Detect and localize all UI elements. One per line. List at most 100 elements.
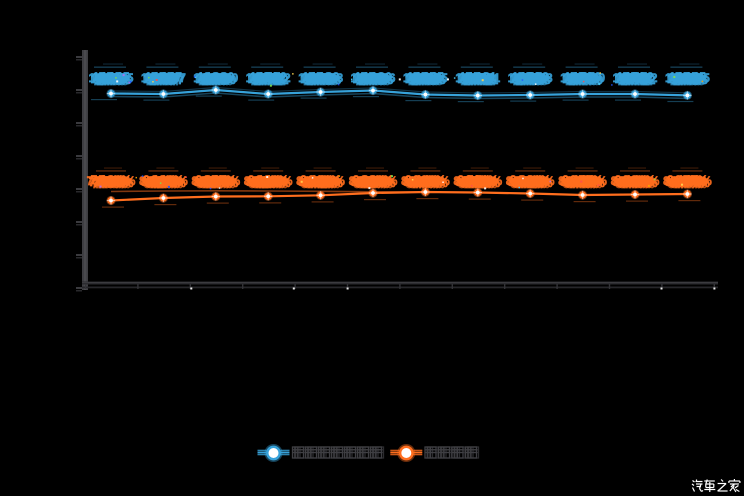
svg-text:7.96%: 7.96% <box>98 179 131 191</box>
svg-text:8.41%: 8.41% <box>307 179 340 191</box>
svg-text:17.72: 17.72 <box>258 72 287 84</box>
svg-text:17.85: 17.85 <box>411 76 440 88</box>
svg-text:8.46%: 8.46% <box>613 177 646 189</box>
svg-text:8.45%: 8.45% <box>566 176 599 188</box>
svg-text:17.65: 17.65 <box>677 72 706 84</box>
svg-text:17.98: 17.98 <box>308 74 337 86</box>
svg-text:18.00: 18.00 <box>207 75 236 87</box>
svg-text:17.98: 17.98 <box>309 76 338 88</box>
svg-text:7.96%: 7.96% <box>101 178 134 190</box>
svg-text:7.96%: 7.96% <box>89 177 122 189</box>
svg-text:8.19%: 8.19% <box>256 175 289 187</box>
svg-text:8.27%: 8.27% <box>202 179 235 191</box>
svg-text:17.85: 17.85 <box>409 75 438 87</box>
svg-text:17.72: 17.72 <box>619 75 648 87</box>
svg-text:17.72: 17.72 <box>262 73 291 85</box>
svg-text:8.29%: 8.29% <box>363 178 396 190</box>
svg-text:8.19%: 8.19% <box>252 176 285 188</box>
svg-text:17.65: 17.65 <box>676 76 705 88</box>
svg-text:17.72: 17.72 <box>256 74 285 86</box>
svg-text:17.87: 17.87 <box>153 72 182 84</box>
svg-text:17.58: 17.58 <box>516 76 545 88</box>
svg-text:8.47%: 8.47% <box>665 177 698 189</box>
svg-text:8.47%: 8.47% <box>663 176 696 188</box>
svg-text:18.00: 18.00 <box>199 75 228 87</box>
svg-text:17.98: 17.98 <box>312 75 341 87</box>
svg-text:8.19%: 8.19% <box>254 177 287 189</box>
svg-text:8.46%: 8.46% <box>619 179 652 191</box>
svg-text:7.96%: 7.96% <box>99 175 132 187</box>
svg-text:17.65: 17.65 <box>673 73 702 85</box>
svg-text:8.51%: 8.51% <box>453 176 486 188</box>
svg-text:17.65: 17.65 <box>665 73 694 85</box>
svg-text:8.46%: 8.46% <box>616 179 649 191</box>
svg-text:8.61%: 8.61% <box>516 177 549 189</box>
svg-text:17.70: 17.70 <box>570 74 599 86</box>
svg-text:17.65: 17.65 <box>673 76 702 88</box>
svg-text:8.49%: 8.49% <box>407 178 440 190</box>
svg-text:8.27%: 8.27% <box>197 178 230 190</box>
svg-text:8.19%: 8.19% <box>255 179 288 191</box>
svg-text:8.41%: 8.41% <box>300 175 333 187</box>
svg-text:8.61%: 8.61% <box>518 175 551 187</box>
svg-text:8.45%: 8.45% <box>560 177 593 189</box>
svg-text:8.47%: 8.47% <box>674 179 707 191</box>
svg-text:8.41%: 8.41% <box>304 179 337 191</box>
svg-text:8.46%: 8.46% <box>622 179 655 191</box>
svg-text:17.95: 17.95 <box>97 76 126 88</box>
svg-text:8.18%: 8.18% <box>147 176 180 188</box>
svg-text:17.96: 17.96 <box>355 72 384 84</box>
svg-text:8.18%: 8.18% <box>149 177 182 189</box>
svg-text:8.46%: 8.46% <box>611 176 644 188</box>
svg-text:17.65: 17.65 <box>671 75 700 87</box>
svg-text:17.95: 17.95 <box>93 72 122 84</box>
svg-text:8.41%: 8.41% <box>308 175 341 187</box>
svg-text:8.46%: 8.46% <box>615 175 648 187</box>
svg-text:8.61%: 8.61% <box>514 179 547 191</box>
svg-text:18.00: 18.00 <box>201 76 230 88</box>
svg-text:8.27%: 8.27% <box>195 175 228 187</box>
svg-text:17.70: 17.70 <box>560 73 589 85</box>
svg-text:17.72: 17.72 <box>251 76 280 88</box>
svg-text:8.49%: 8.49% <box>409 179 442 191</box>
svg-text:17.58: 17.58 <box>508 73 537 85</box>
svg-text:17.85: 17.85 <box>405 74 434 86</box>
svg-text:17.72: 17.72 <box>252 75 281 87</box>
svg-text:17.85: 17.85 <box>414 76 443 88</box>
svg-text:8.61%: 8.61% <box>517 179 550 191</box>
svg-text:17.58: 17.58 <box>522 75 551 87</box>
svg-text:17.72: 17.72 <box>254 73 283 85</box>
svg-text:8.49%: 8.49% <box>412 179 445 191</box>
svg-text:8.46%: 8.46% <box>627 176 660 188</box>
svg-text:17.95: 17.95 <box>94 76 123 88</box>
svg-text:7.96%: 7.96% <box>87 176 120 188</box>
svg-text:17.98: 17.98 <box>310 72 339 84</box>
svg-text:17.85: 17.85 <box>408 76 437 88</box>
svg-text:17.96: 17.96 <box>353 74 382 86</box>
svg-text:17.61: 17.61 <box>455 73 484 85</box>
svg-text:17.72: 17.72 <box>257 76 286 88</box>
svg-text:8.49%: 8.49% <box>401 176 434 188</box>
svg-text:8.46%: 8.46% <box>623 175 656 187</box>
svg-text:17.61: 17.61 <box>469 75 498 87</box>
svg-text:8.51%: 8.51% <box>457 175 490 187</box>
svg-text:17.95: 17.95 <box>89 73 118 85</box>
svg-text:8.47%: 8.47% <box>673 177 706 189</box>
svg-text:8.49%: 8.49% <box>415 178 448 190</box>
svg-text:8.18%: 8.18% <box>150 179 183 191</box>
svg-text:17.87: 17.87 <box>157 73 186 85</box>
svg-text:8.18%: 8.18% <box>155 176 188 188</box>
svg-text:17.72: 17.72 <box>260 75 289 87</box>
svg-text:17.87: 17.87 <box>147 75 176 87</box>
svg-text:17.98: 17.98 <box>306 76 335 88</box>
svg-text:17.70: 17.70 <box>574 75 603 87</box>
svg-text:17.58: 17.58 <box>513 76 542 88</box>
svg-text:17.58: 17.58 <box>512 72 541 84</box>
svg-text:17.85: 17.85 <box>419 73 448 85</box>
svg-text:8.51%: 8.51% <box>467 178 500 190</box>
svg-text:8.51%: 8.51% <box>464 179 497 191</box>
svg-text:17.95: 17.95 <box>97 73 126 85</box>
svg-text:17.72: 17.72 <box>246 73 275 85</box>
svg-text:8.29%: 8.29% <box>361 175 394 187</box>
svg-text:17.61: 17.61 <box>459 72 488 84</box>
